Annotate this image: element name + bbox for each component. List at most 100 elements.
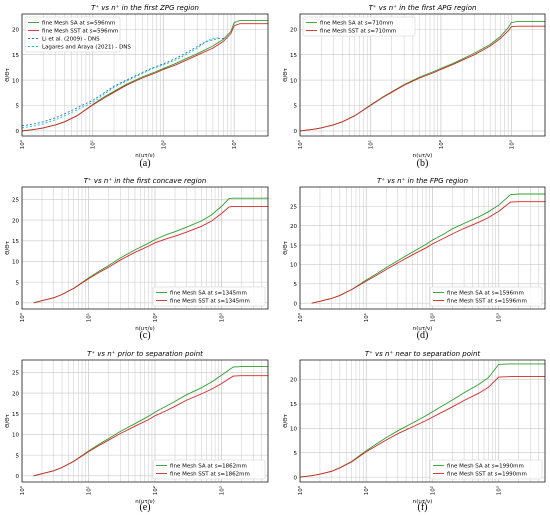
panel-caption: (e) [139,502,150,513]
chart-panel-a: 0 5 10 15 20 10⁰ 10¹ 10² 10³ T⁺ vs n⁺ in the firs… [5,4,269,169]
x-tick-label: 10⁰ [19,312,26,322]
y-tick-label: 10 [12,433,19,439]
x-tick-label: 10¹ [363,486,370,495]
legend: fine Mesh SA at s=596mm fine Mesh SST at … [24,16,131,53]
legend-label: fine Mesh SST at s=1862mm [170,472,250,478]
chart-title: T⁺ vs n⁺ in the first concave region [84,177,207,185]
panel-caption: (d) [417,330,429,341]
x-tick-label: 10³ [231,140,238,149]
y-axis-label: Θ/Θτ [5,67,11,82]
x-tick-label: 10³ [496,486,503,495]
x-tick-label: 10³ [219,486,226,495]
legend-box [429,459,543,480]
legend: fine Mesh SA at s=1596mm fine Mesh SST at… [429,286,543,307]
legend: fine Mesh SA at s=1862mm fine Mesh SST at… [152,459,266,480]
y-tick-label: 15 [12,53,19,59]
chart-title: T⁺ vs n⁺ prior to separation point [87,350,203,358]
x-tick-label: 10⁰ [19,485,26,495]
y-tick-label: 15 [290,53,297,59]
legend-box [302,16,416,37]
x-axis-label: n(uτ/ν) [135,499,155,505]
y-tick-label: 0 [294,129,298,135]
y-tick-label: 25 [12,371,19,377]
x-tick-label: 10² [429,486,436,495]
x-axis-label: n(uτ/ν) [135,153,155,159]
plot-frame [21,186,269,310]
y-tick-label: 25 [12,198,19,204]
panel-caption: (c) [139,330,150,341]
chart-title: T⁺ vs n⁺ in the FPG region [377,177,468,185]
legend-label: fine Mesh SST at s=596mm [42,29,118,35]
legend-box [429,286,543,307]
y-tick-label: 20 [12,27,19,33]
y-tick-label: 10 [290,263,297,269]
plot-frame [21,13,269,137]
legend-label: fine Mesh SA at s=710mm [320,21,393,27]
y-tick-label: 5 [16,280,20,286]
y-tick-label: 10 [12,78,19,84]
y-tick-label: 20 [290,378,297,384]
y-tick-label: 10 [12,260,19,266]
chart-title: T⁺ vs n⁺ in the first APG region [369,4,477,12]
series-line-2 [311,201,545,304]
y-axis-label: Θ/Θτ [283,413,289,428]
y-tick-label: 0 [16,474,20,480]
plot-frame [21,359,269,483]
x-axis-label: n(uτ/ν) [413,153,433,159]
series-line-2 [33,205,268,304]
x-tick-label: 10¹ [363,313,370,322]
x-tick-label: 10³ [219,313,226,322]
y-tick-label: 20 [12,218,19,224]
legend-label: fine Mesh SST at s=1345mm [170,299,250,305]
legend-label: fine Mesh SA at s=1990mm [447,464,524,470]
series-line-2 [21,23,268,132]
panel-caption: (a) [139,158,150,169]
chart-panel-d: 0 5 10 15 20 25 10⁰ 10¹ 10² 10³ T⁺ vs n⁺ in the FP… [283,177,546,341]
y-axis-label: Θ/Θτ [283,67,289,82]
x-axis-label: n(uτ/ν) [413,499,433,505]
plot-frame [299,359,546,483]
x-tick-label: 10⁰ [297,485,304,495]
legend-label: fine Mesh SA at s=1862mm [170,464,247,470]
y-tick-label: 10 [290,78,297,84]
legend-box [152,286,266,307]
chart-panel-c: 0 5 10 15 20 25 10⁰ 10¹ 10² 10³ T⁺ vs n⁺ in the fi… [5,177,269,341]
legend: fine Mesh SA at s=710mm fine Mesh SST at … [302,16,416,37]
x-tick-label: 10⁰ [19,139,26,149]
legend-label: Li et al. (2009) - DNS [42,37,100,43]
y-tick-label: 15 [290,402,297,408]
y-tick-label: 20 [290,224,297,230]
x-tick-label: 10¹ [86,486,93,495]
legend-label: Lagares and Araya (2021) - DNS [42,45,131,51]
legend-label: fine Mesh SA at s=1596mm [447,291,524,297]
y-tick-label: 5 [294,104,298,110]
panel-caption: (f) [418,502,428,513]
chart-title: T⁺ vs n⁺ near to separation point [365,350,481,358]
x-tick-label: 10³ [496,313,503,322]
y-tick-label: 0 [294,475,298,481]
legend-label: fine Mesh SST at s=1596mm [447,299,527,305]
chart-panel-f: 0 5 10 15 20 10⁰ 10¹ 10² 10³ T⁺ vs n⁺ near to sep… [283,350,546,513]
series-line-2 [299,376,545,478]
legend-label: fine Mesh SA at s=596mm [42,21,115,27]
series-line-2 [33,375,268,477]
y-tick-label: 15 [290,243,297,249]
x-tick-label: 10² [152,313,159,322]
legend: fine Mesh SA at s=1990mm fine Mesh SST at… [429,459,543,480]
x-axis-label: n(uτ/ν) [135,326,155,332]
y-tick-label: 5 [16,453,20,459]
y-tick-label: 5 [16,104,20,110]
legend-label: fine Mesh SST at s=710mm [320,29,396,35]
chart-panel-e: 0 5 10 15 20 25 10⁰ 10¹ 10² 10³ T⁺ vs n⁺ prior to … [5,350,269,513]
y-tick-label: 20 [12,391,19,397]
x-tick-label: 10² [438,140,445,149]
y-tick-label: 5 [294,282,298,288]
legend-label: fine Mesh SST at s=1990mm [447,472,527,478]
x-tick-label: 10⁰ [297,139,304,149]
y-tick-label: 5 [294,451,298,457]
series-line-3 [21,37,228,127]
y-tick-label: 10 [290,427,297,433]
series-line-2 [299,25,545,132]
chart-panel-b: 0 5 10 15 20 10⁰ 10¹ 10² 10³ T⁺ vs n⁺ in the firs… [283,4,546,169]
